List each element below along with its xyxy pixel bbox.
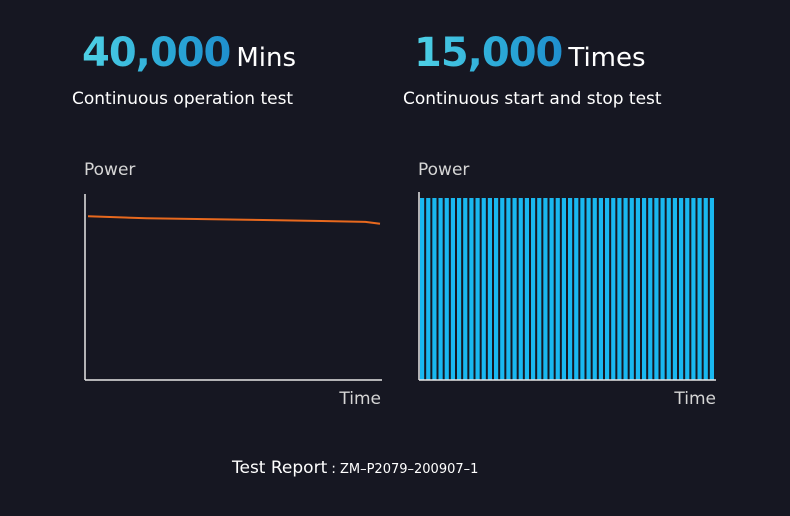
startstop-bar — [438, 198, 443, 380]
test-report-code: ZM–P2079–200907–1 — [339, 462, 479, 477]
startstop-bar — [543, 198, 548, 380]
stat-startstop: 15,000 Times — [414, 30, 646, 76]
startstop-chart-bars — [420, 198, 714, 380]
startstop-bar — [568, 198, 573, 380]
startstop-bar — [635, 198, 640, 380]
startstop-bar — [549, 198, 554, 380]
startstop-bar — [450, 198, 455, 380]
startstop-bar — [623, 198, 628, 380]
startstop-bar — [426, 198, 431, 380]
startstop-bar — [703, 198, 708, 380]
startstop-bar — [561, 198, 566, 380]
startstop-bar — [500, 198, 505, 380]
startstop-chart-ylabel: Power — [418, 160, 469, 180]
operation-chart-svg: Power Time — [84, 160, 382, 409]
startstop-bar — [444, 198, 449, 380]
operation-chart: Power Time — [70, 150, 390, 410]
startstop-bar — [679, 198, 684, 380]
startstop-chart: Power Time — [400, 150, 720, 410]
startstop-bar — [494, 198, 499, 380]
startstop-bar — [531, 198, 536, 380]
startstop-bar — [691, 198, 696, 380]
startstop-bar — [642, 198, 647, 380]
test-report: Test Report: ZM–P2079–200907–1 — [232, 458, 478, 478]
startstop-bar — [506, 198, 511, 380]
startstop-bar — [457, 198, 462, 380]
startstop-bar — [537, 198, 542, 380]
startstop-bar — [617, 198, 622, 380]
startstop-chart-xlabel: Time — [673, 389, 716, 409]
stat-operation-value: 40,000 — [82, 30, 231, 76]
startstop-bar — [432, 198, 437, 380]
startstop-bar — [475, 198, 480, 380]
startstop-bar — [605, 198, 610, 380]
startstop-bar — [709, 198, 714, 380]
startstop-bar — [697, 198, 702, 380]
startstop-bar — [666, 198, 671, 380]
startstop-bar — [469, 198, 474, 380]
test-report-label: Test Report — [232, 458, 328, 478]
stat-operation-caption: Continuous operation test — [72, 89, 294, 109]
operation-chart-xlabel: Time — [338, 389, 381, 409]
test-report-separator: : — [331, 461, 336, 477]
startstop-bar — [512, 198, 517, 380]
startstop-bar — [685, 198, 690, 380]
startstop-bar — [654, 198, 659, 380]
startstop-bar — [487, 198, 492, 380]
startstop-bar — [629, 198, 634, 380]
startstop-bar — [611, 198, 616, 380]
startstop-bar — [672, 198, 677, 380]
operation-chart-line — [87, 215, 381, 225]
startstop-bar — [481, 198, 486, 380]
operation-chart-ylabel: Power — [84, 160, 135, 180]
stat-startstop-value: 15,000 — [414, 30, 563, 76]
startstop-bar — [592, 198, 597, 380]
startstop-bar — [518, 198, 523, 380]
startstop-bar — [463, 198, 468, 380]
startstop-bar — [420, 198, 425, 380]
startstop-bar — [598, 198, 603, 380]
startstop-chart-svg: Power Time — [418, 160, 716, 409]
startstop-bar — [580, 198, 585, 380]
startstop-bar — [648, 198, 653, 380]
stat-operation-unit: Mins — [236, 43, 297, 73]
startstop-bar — [574, 198, 579, 380]
startstop-bar — [524, 198, 529, 380]
startstop-bar — [555, 198, 560, 380]
stat-startstop-caption: Continuous start and stop test — [403, 89, 662, 109]
stat-operation: 40,000 Mins — [82, 30, 296, 76]
stat-startstop-unit: Times — [568, 43, 646, 73]
startstop-bar — [660, 198, 665, 380]
startstop-bar — [586, 198, 591, 380]
